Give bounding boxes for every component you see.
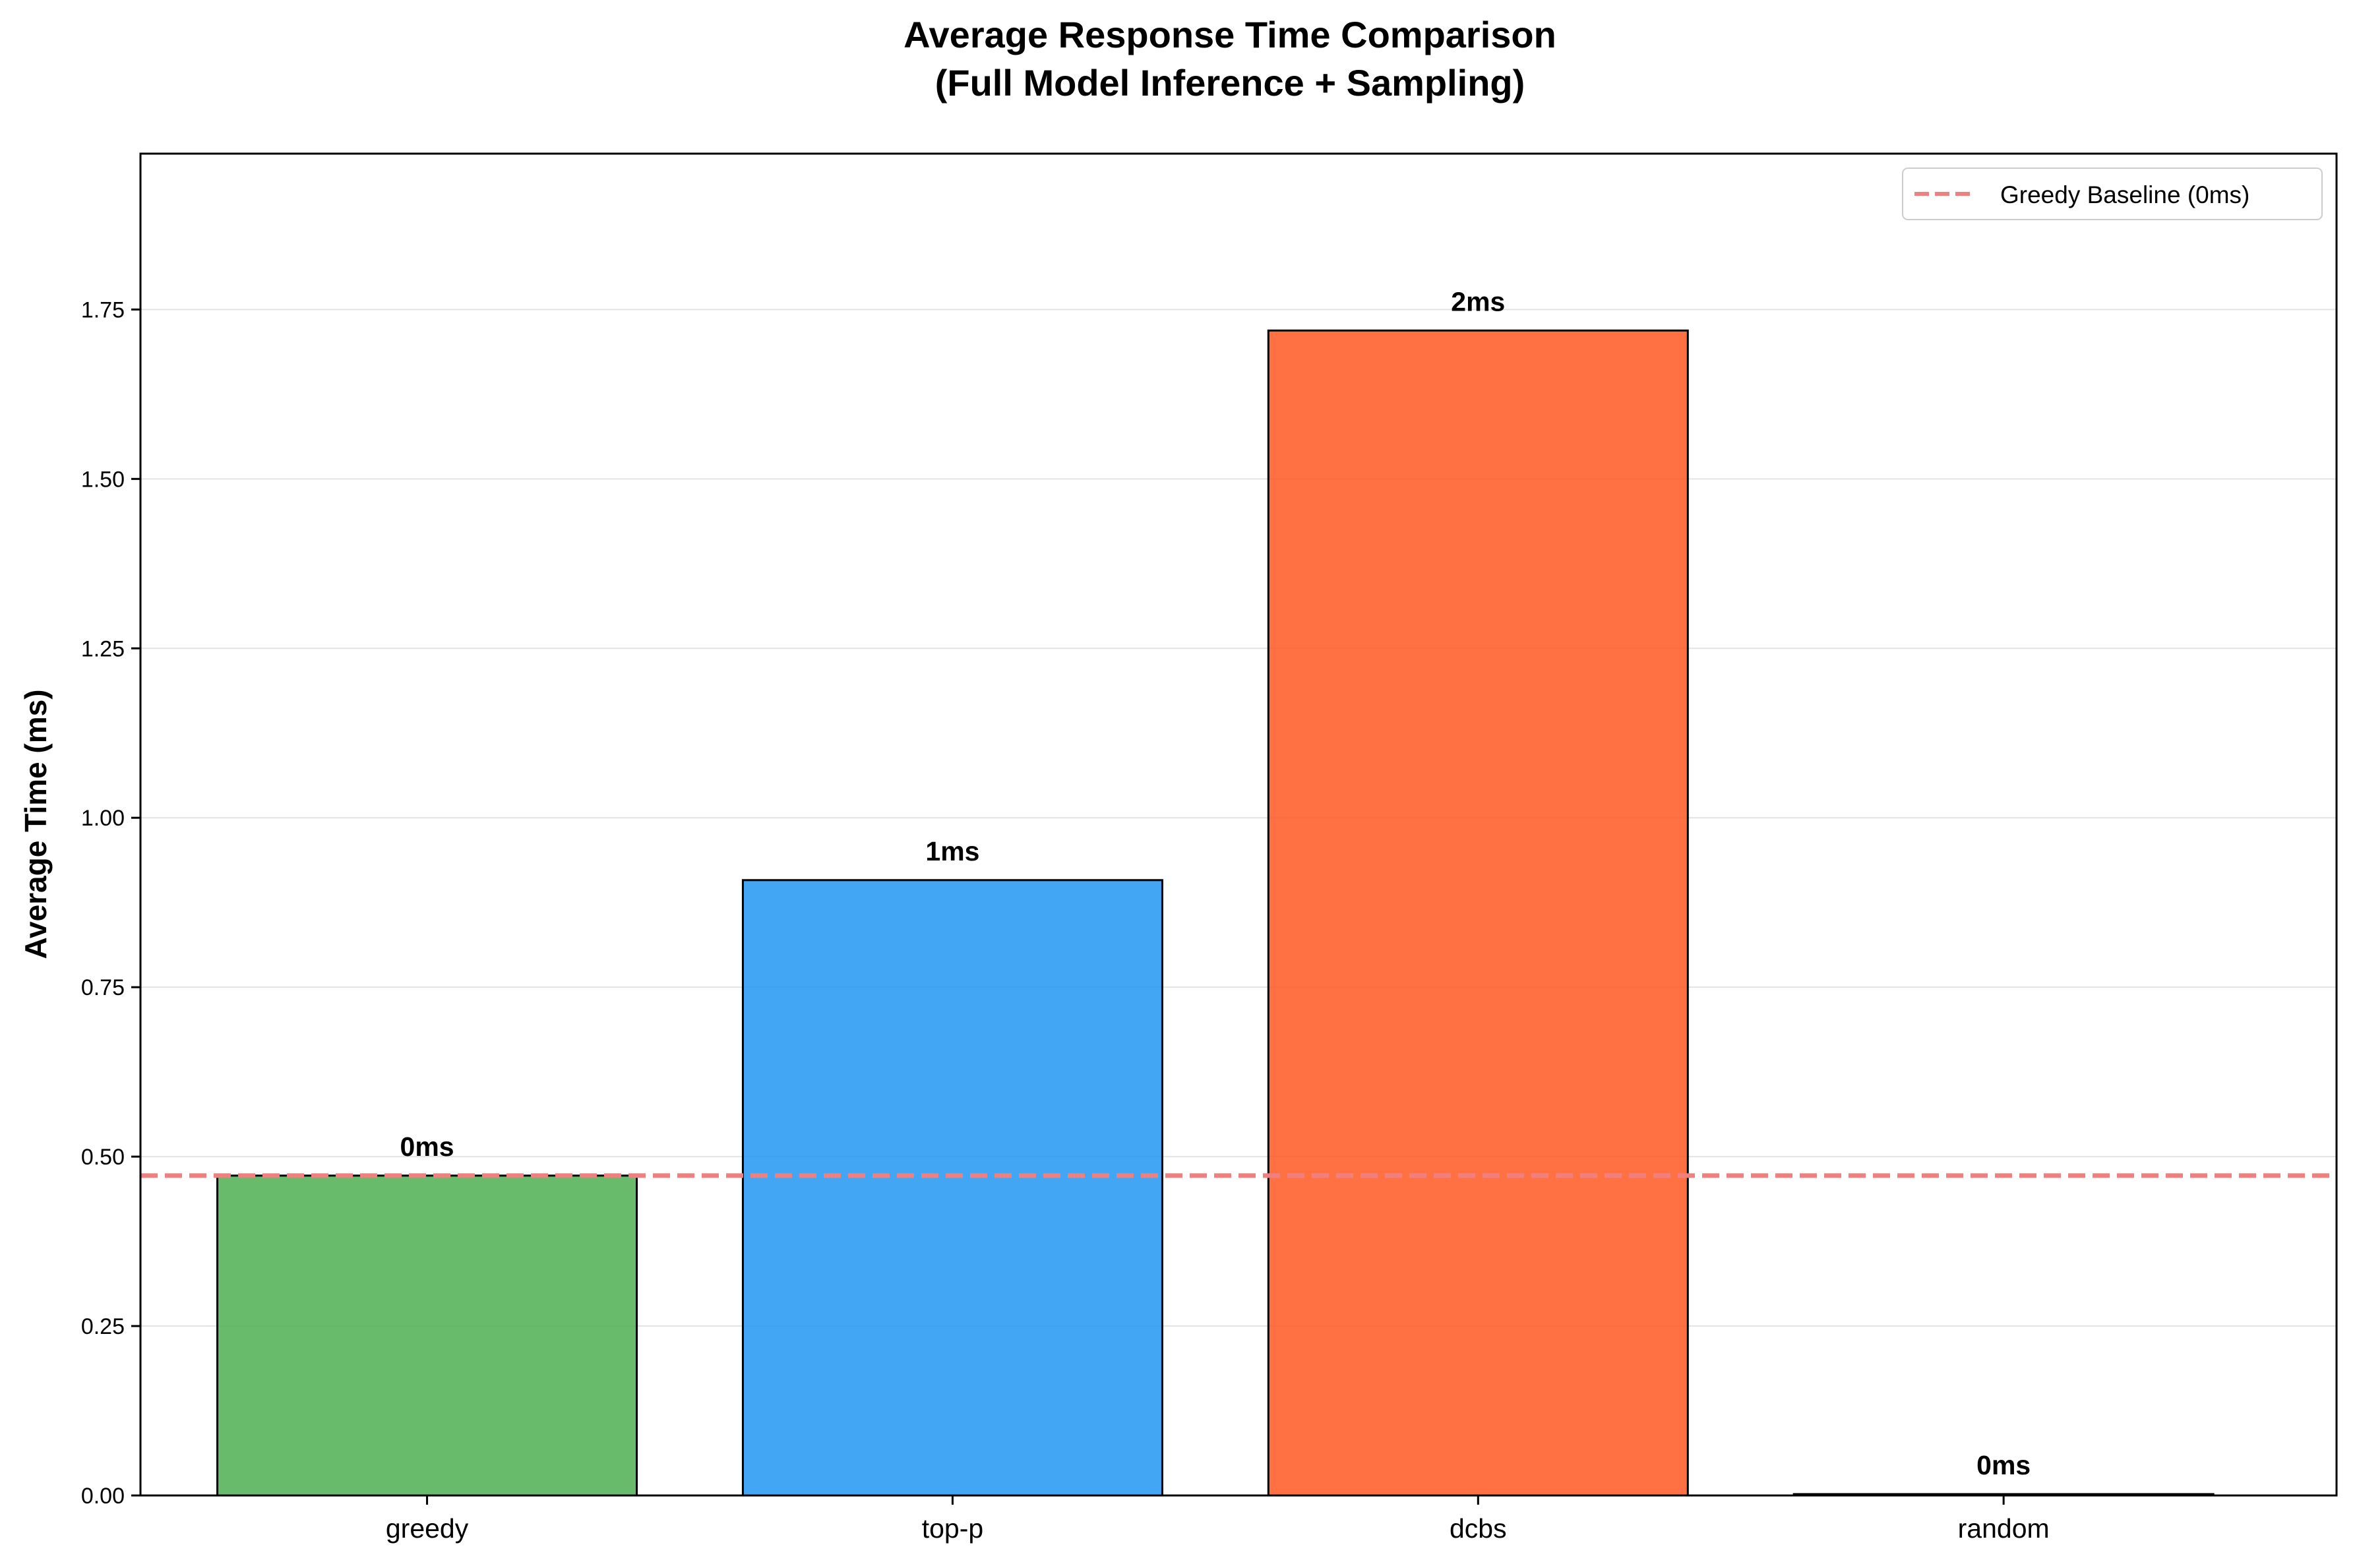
chart-title-line2: (Full Model Inference + Sampling) [935, 62, 1525, 104]
y-axis-label: Average Time (ms) [18, 689, 53, 959]
bars [216, 329, 2215, 1497]
bar-value-label-random: 0ms [1976, 1450, 2031, 1480]
y-tick-label: 1.50 [81, 467, 125, 492]
y-tick-label: 0.00 [81, 1484, 125, 1509]
x-tick-label-greedy: greedy [386, 1513, 469, 1544]
y-tick-label: 1.00 [81, 806, 125, 831]
bar-greedy [216, 1174, 638, 1497]
y-tick-label: 0.50 [81, 1145, 125, 1170]
bar-value-label-greedy: 0ms [400, 1131, 454, 1162]
bar-value-labels: 0ms 1ms 2ms 0ms [400, 286, 2031, 1480]
bar-value-label-dcbs: 2ms [1451, 286, 1505, 317]
axes: 0.00 0.25 0.50 0.75 1.00 1.25 1.50 1.75 greedy to… [81, 297, 2050, 1544]
bar-dcbs [1267, 329, 1689, 1497]
y-tick-label: 1.75 [81, 297, 125, 322]
chart-title-line1: Average Response Time Comparison [903, 14, 1556, 55]
plot-area-frame [139, 152, 2338, 1497]
y-tick-label: 1.25 [81, 636, 125, 661]
y-tick-label: 0.75 [81, 975, 125, 1000]
legend: Greedy Baseline (0ms) [1902, 167, 2323, 220]
bar-top-p [741, 879, 1163, 1497]
y-tick-label: 0.25 [81, 1314, 125, 1339]
bar-value-label-top-p: 1ms [925, 836, 979, 866]
legend-box [1902, 167, 2323, 220]
x-tick-label-random: random [1958, 1513, 2050, 1544]
legend-label: Greedy Baseline (0ms) [2000, 181, 2249, 208]
x-tick-label-top-p: top-p [922, 1513, 983, 1544]
x-tick-label-dcbs: dcbs [1450, 1513, 1507, 1544]
